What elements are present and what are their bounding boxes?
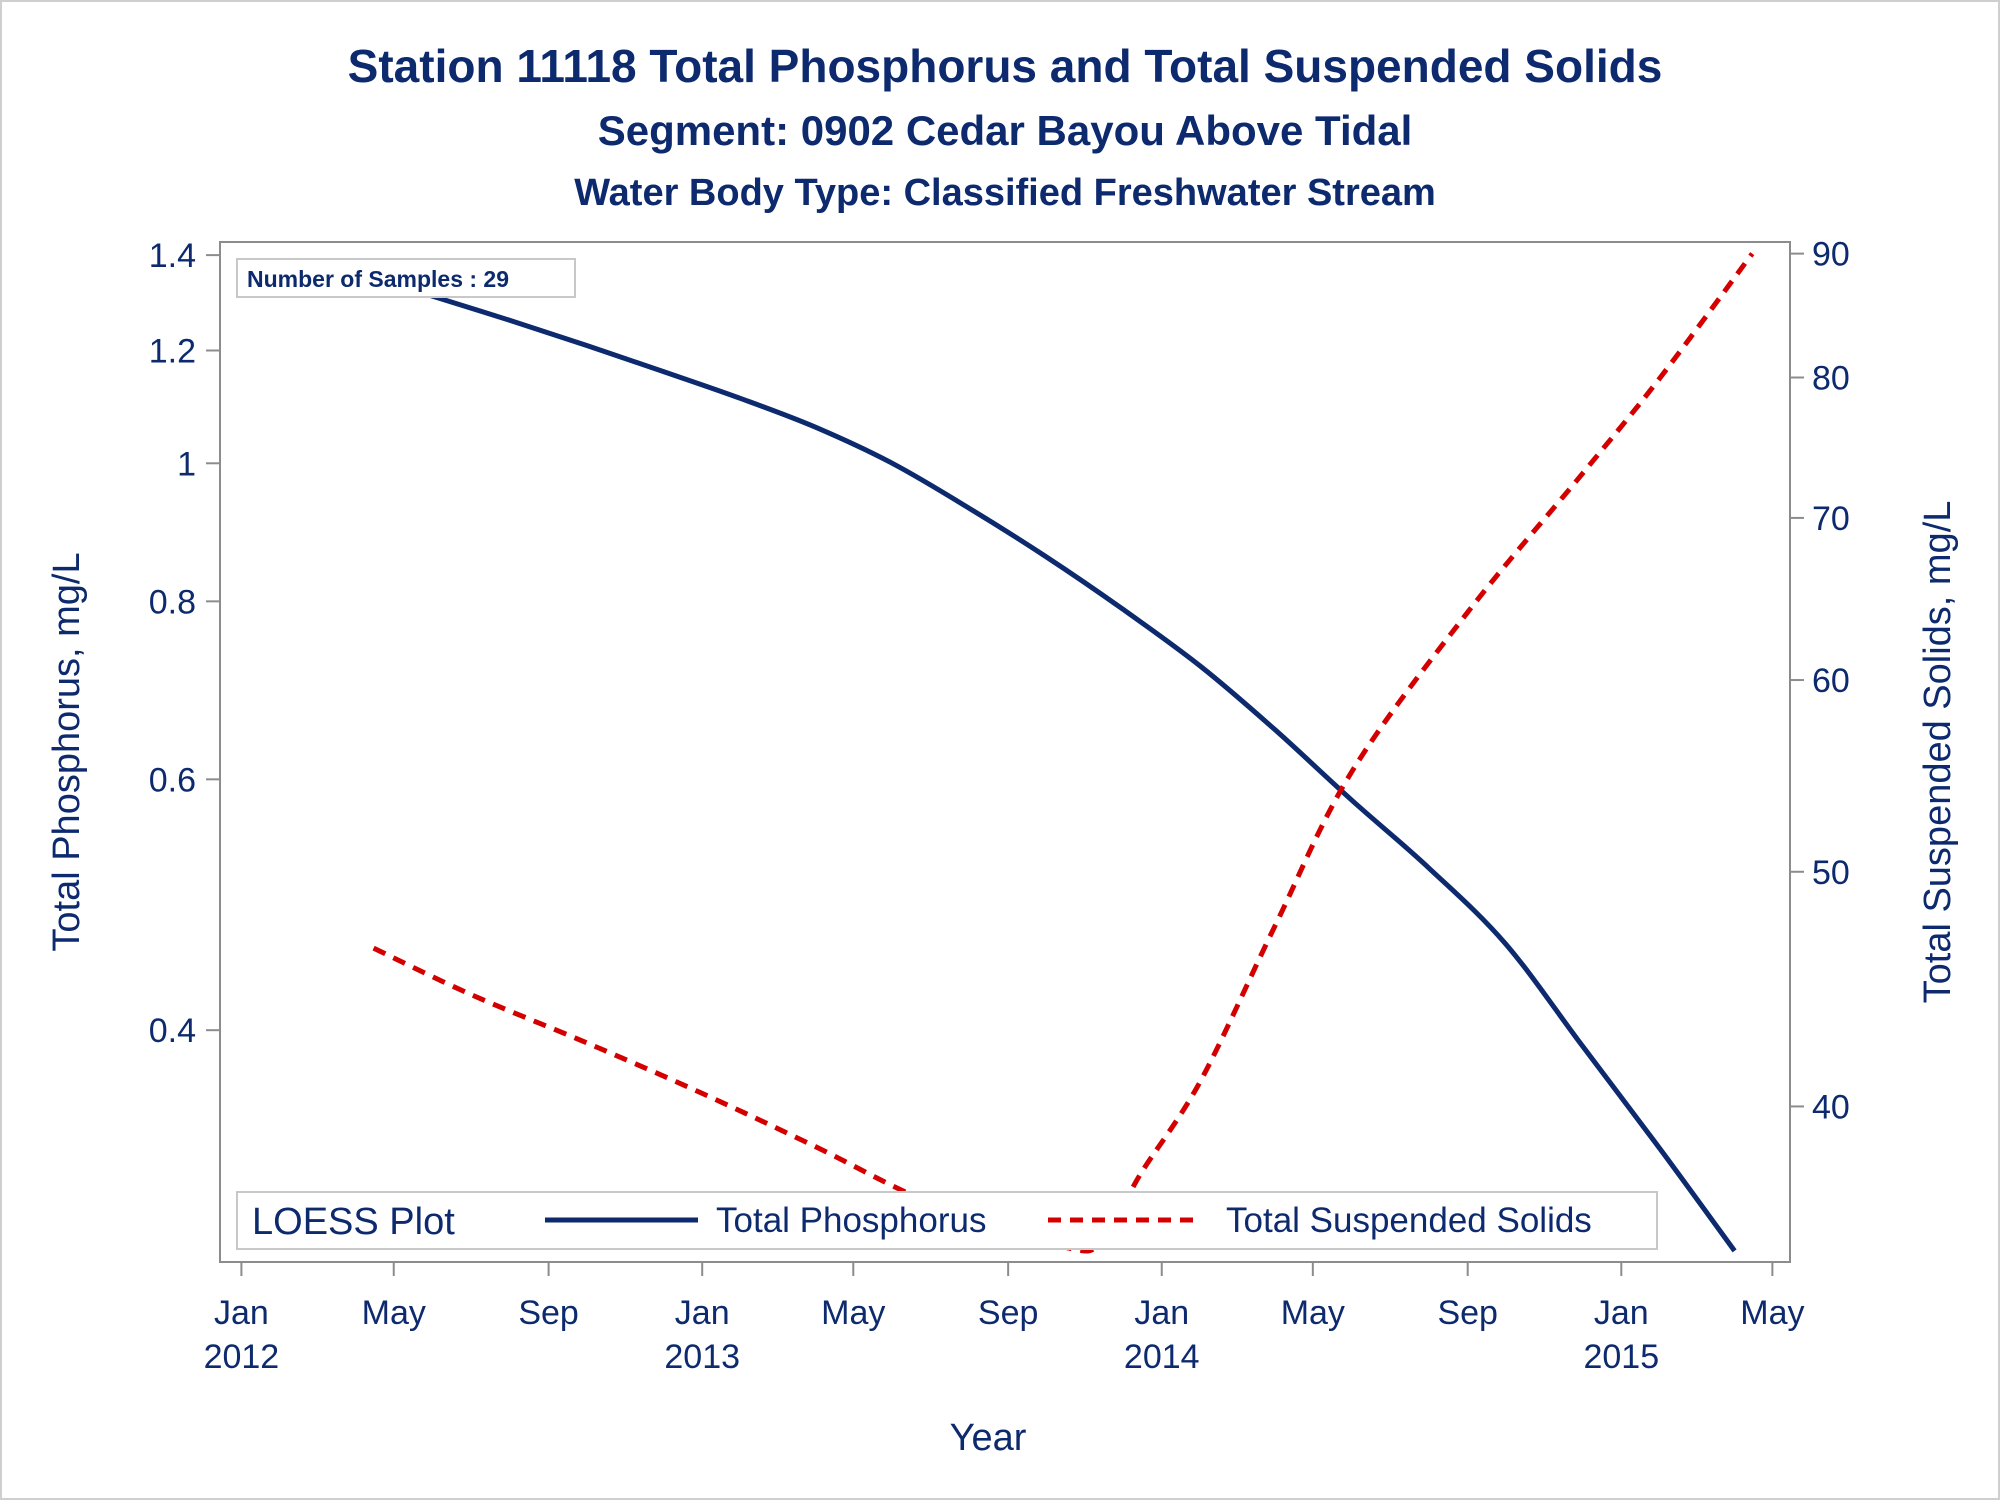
y2-tick-label: 80 [1812,359,1850,397]
x-tick-year-label: 2012 [204,1338,280,1376]
y-tick-label: 0.8 [149,583,196,621]
series-line-total-suspended-solids [372,252,1755,1254]
y-tick-label: 0.6 [149,761,196,799]
sample-count-text: Number of Samples : 29 [247,266,509,292]
x-tick-year-label: 2015 [1583,1338,1659,1376]
legend-label-total-suspended-solids: Total Suspended Solids [1226,1201,1592,1240]
series-layer [372,252,1755,1254]
x-tick-label: Sep [1437,1294,1498,1332]
chart-title: Station 11118 Total Phosphorus and Total… [348,40,1663,92]
y-tick-label: 1.4 [149,237,196,275]
x-tick-label: Jan [1594,1294,1649,1332]
legend-box [236,1191,1658,1250]
series-line-total-phosphorus [372,275,1737,1253]
y-tick-label: 1 [177,445,196,483]
x-tick-label: May [1281,1294,1345,1332]
x-tick-year-label: 2013 [664,1338,740,1376]
x-tick-year-label: 2014 [1124,1338,1200,1376]
sample-count-box [236,258,576,298]
x-tick-label: Jan [1134,1294,1189,1332]
chart-subtitle: Segment: 0902 Cedar Bayou Above Tidal [598,107,1413,154]
x-tick-label: Sep [978,1294,1039,1332]
x-axis-title: Year [950,1417,1027,1459]
y-axis-left: 0.4 0.6 0.8 1 1.2 1.4 [149,237,221,1262]
x-tick-label: May [821,1294,885,1332]
legend-title: LOESS Plot [252,1201,455,1243]
legend: LOESS Plot Total Phosphorus Total Suspen… [236,1191,1658,1250]
y2-tick-label: 40 [1812,1088,1850,1126]
y-axis-left-title: Total Phosphorus, mg/L [46,552,88,951]
y2-tick-label: 50 [1812,854,1850,892]
y-axis-right: 40 50 60 70 80 90 [1789,236,1850,1262]
y-tick-label: 0.4 [149,1012,196,1050]
y-axis-right-title: Total Suspended Solids, mg/L [1917,501,1959,1004]
x-axis: Jan 2012 May Sep Jan 2013 May Sep Jan 2014 May Sep J… [204,1261,1804,1376]
legend-label-total-phosphorus: Total Phosphorus [716,1201,986,1240]
plot-area [219,241,1791,1263]
y2-tick-label: 90 [1812,236,1850,274]
y-tick-label: 1.2 [149,332,196,370]
x-tick-label: Jan [675,1294,730,1332]
x-tick-label: May [1740,1294,1804,1332]
y2-tick-label: 70 [1812,500,1850,538]
y2-tick-label: 60 [1812,662,1850,700]
x-tick-label: May [362,1294,426,1332]
chart-subtitle-2: Water Body Type: Classified Freshwater S… [574,172,1436,214]
x-tick-label: Jan [214,1294,269,1332]
x-tick-label: Sep [518,1294,579,1332]
